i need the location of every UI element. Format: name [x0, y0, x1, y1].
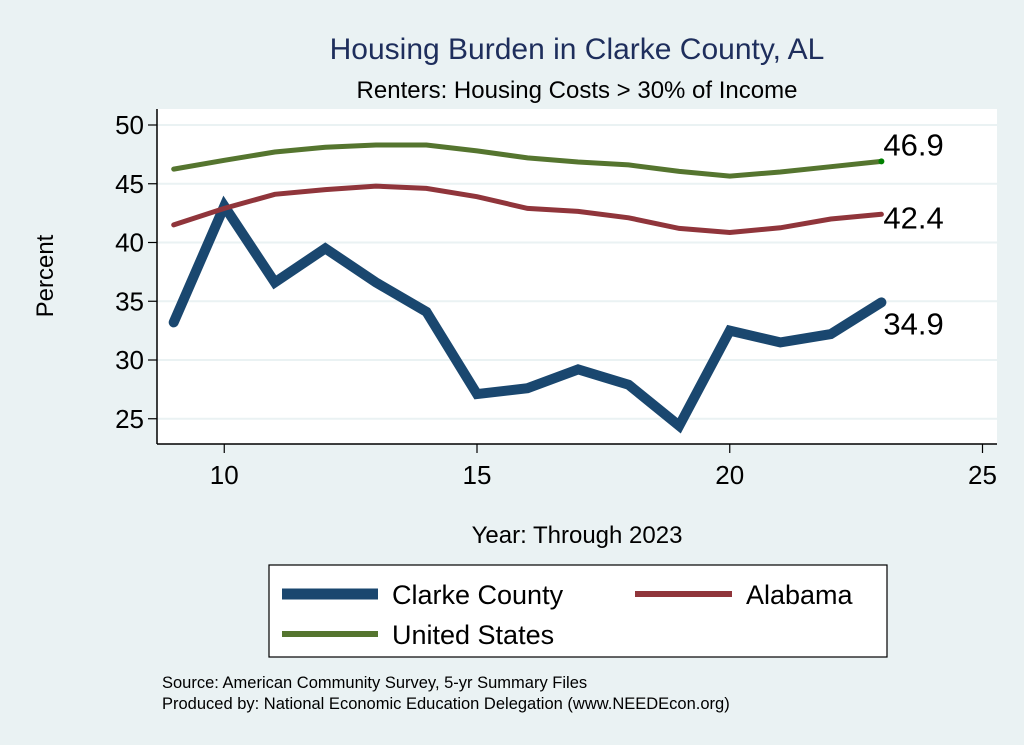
chart-subtitle: Renters: Housing Costs > 30% of Income — [357, 77, 798, 104]
source-note: Source: American Community Survey, 5-yr … — [162, 674, 587, 692]
end-marker-dot — [878, 158, 885, 165]
y-tick-label: 45 — [115, 169, 144, 199]
legend-label: United States — [392, 620, 554, 650]
legend-label: Clarke County — [392, 580, 564, 610]
y-tick-label: 40 — [115, 228, 144, 258]
x-axis: 10 15 20 25 — [157, 443, 997, 490]
x-tick-label: 20 — [715, 460, 744, 490]
legend-label: Alabama — [746, 580, 854, 610]
legend-box — [268, 564, 888, 658]
x-tick-label: 15 — [463, 460, 492, 490]
y-tick-label: 50 — [115, 110, 144, 140]
x-tick-label: 25 — [968, 460, 997, 490]
y-axis: 25 30 35 40 45 50 — [115, 109, 158, 444]
y-tick-label: 35 — [115, 286, 144, 316]
end-labels: 34.9 42.4 46.9 — [883, 127, 943, 341]
x-tick-label: 10 — [210, 460, 239, 490]
produced-by-note: Produced by: National Economic Education… — [162, 695, 730, 713]
y-tick-label: 30 — [115, 345, 144, 375]
y-axis-label: Percent — [32, 234, 59, 317]
chart-title: Housing Burden in Clarke County, AL — [330, 33, 825, 66]
legend: Clarke County Alabama United States — [268, 564, 888, 658]
gridlines — [157, 124, 997, 420]
end-label: 42.4 — [883, 200, 943, 235]
end-label: 34.9 — [883, 306, 943, 341]
series-lines — [168, 142, 887, 434]
end-label: 46.9 — [883, 127, 943, 162]
y-tick-label: 25 — [115, 404, 144, 434]
x-axis-label: Year: Through 2023 — [472, 522, 683, 549]
